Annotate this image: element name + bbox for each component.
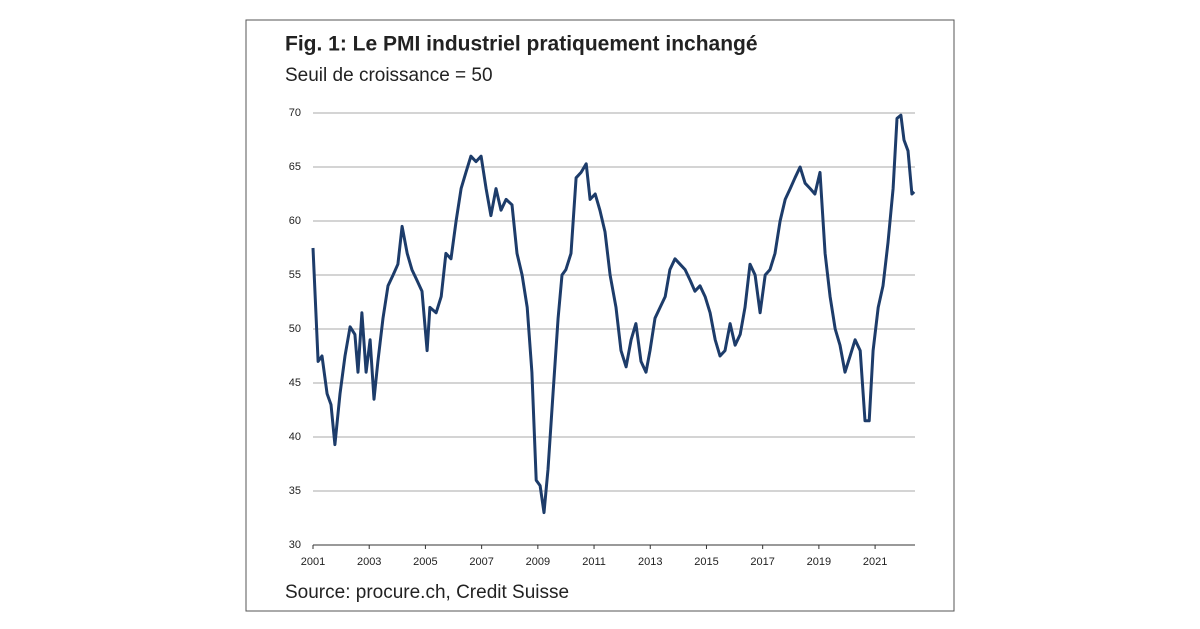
frame [245,19,955,612]
y-tick-label: 40 [289,431,301,443]
x-tick-label: 2021 [863,556,887,568]
y-tick-label: 35 [289,485,301,497]
y-tick-label: 30 [289,539,301,551]
y-tick-label: 60 [289,215,301,227]
y-tick-label: 45 [289,377,301,389]
x-tick-label: 2011 [582,556,606,568]
chart-title: Fig. 1: Le PMI industriel pratiquement i… [285,33,758,56]
x-tick-label: 2001 [301,556,325,568]
y-tick-label: 55 [289,269,301,281]
chart-subtitle: Seuil de croissance = 50 [285,65,493,86]
x-tick-label: 2007 [469,556,493,568]
x-tick-label: 2005 [413,556,437,568]
x-tick-label: 2019 [807,556,831,568]
x-tick-label: 2017 [750,556,774,568]
x-tick-label: 2003 [357,556,381,568]
x-tick-label: 2015 [694,556,718,568]
x-tick-label: 2009 [526,556,550,568]
pmi-line [311,113,916,515]
x-tick-label: 2013 [638,556,662,568]
y-tick-label: 50 [289,323,301,335]
y-tick-label: 65 [289,161,301,173]
y-tick-label: 70 [289,107,301,119]
source: Source: procure.ch, Credit Suisse [285,582,569,603]
